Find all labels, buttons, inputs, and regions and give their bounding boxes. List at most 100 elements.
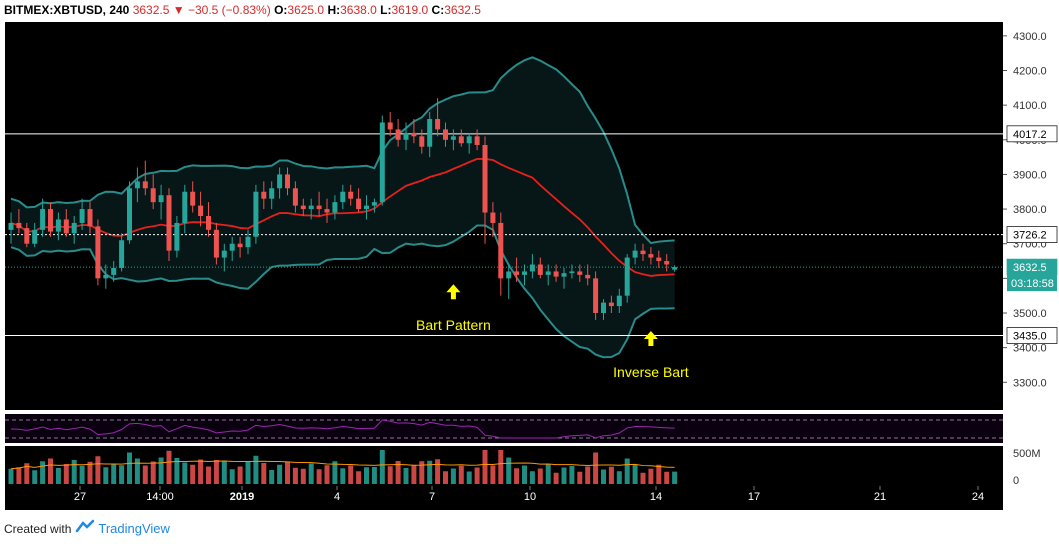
rsi-pane: [5, 414, 1003, 443]
volume-bar: [632, 464, 638, 484]
x-tick-label: 7: [429, 491, 435, 503]
volume-bar: [182, 462, 188, 484]
volume-bar: [427, 460, 433, 484]
volume-ma: [10, 460, 675, 470]
candle-body: [458, 136, 464, 144]
volume-bar: [71, 460, 77, 484]
candle-body: [537, 264, 543, 275]
candle-body: [435, 119, 441, 130]
candle-body: [87, 209, 93, 227]
volume-bar: [95, 456, 101, 484]
volume-bar: [134, 458, 140, 484]
volume-bar: [601, 469, 606, 484]
candle-body: [119, 240, 125, 268]
tradingview-link[interactable]: TradingView: [98, 521, 170, 536]
volume-bar: [150, 461, 156, 484]
candle-body: [261, 191, 267, 199]
volume-bar: [403, 468, 409, 484]
candle-body: [427, 119, 433, 147]
price-label: 3726.2: [1013, 230, 1047, 242]
volume-bar: [458, 465, 464, 484]
volume-bar: [292, 467, 298, 484]
candle-body: [498, 222, 504, 279]
volume-bar: [32, 470, 38, 484]
candle-body: [8, 222, 14, 230]
volume-bar: [450, 468, 456, 484]
candle-body: [48, 209, 53, 232]
inverse-bart-arrow-icon: [643, 330, 658, 346]
candle-body: [395, 129, 401, 140]
y-tick-label: 4300.0: [1013, 31, 1047, 43]
volume-bar: [443, 471, 448, 484]
candle-body: [490, 212, 496, 223]
price-change: −30.5 (−0.83%): [187, 3, 271, 17]
volume-bar: [142, 465, 148, 484]
candle-body: [142, 181, 148, 189]
low-label: L:: [380, 3, 392, 17]
candle-body: [206, 216, 211, 230]
x-tick-label: 2019: [230, 491, 254, 503]
x-tick-label: 4: [334, 491, 340, 503]
volume-bar: [506, 457, 512, 484]
countdown-box: [1007, 275, 1057, 292]
volume-bar: [103, 467, 109, 484]
volume-bar: [324, 465, 330, 484]
candle-body: [474, 136, 480, 145]
volume-bar: [111, 464, 117, 484]
candle-body: [616, 295, 622, 307]
volume-bar: [348, 465, 354, 484]
y-tick-label: 3400.0: [1013, 343, 1047, 355]
y-tick-label: 4100.0: [1013, 100, 1047, 112]
candle-body: [158, 195, 164, 203]
candle-body: [316, 205, 322, 210]
volume-bar: [545, 464, 551, 484]
candle-body: [40, 209, 46, 230]
high-label: H:: [327, 3, 341, 17]
volume-bar: [245, 461, 251, 484]
x-tick-label: 14:00: [146, 491, 174, 503]
candle-body: [174, 222, 180, 251]
volume-bar: [364, 467, 369, 484]
volume-bar: [127, 452, 132, 484]
candle-body: [245, 236, 251, 248]
x-tick-label: 27: [74, 491, 86, 503]
price-label: 3435.0: [1013, 331, 1047, 343]
volume-bar: [261, 463, 267, 484]
volume-bar: [616, 471, 622, 484]
candle-body: [277, 174, 283, 189]
volume-zero-label: 0: [1013, 475, 1019, 487]
volume-bar: [482, 450, 488, 484]
candle-body: [553, 271, 559, 277]
candle-body: [371, 202, 377, 206]
candle-body: [253, 191, 259, 237]
y-tick-label: 4200.0: [1013, 66, 1047, 78]
candle-body: [237, 243, 243, 248]
bart-pattern-label: Bart Pattern: [416, 317, 491, 333]
candle-body: [285, 174, 290, 189]
volume-bar: [379, 450, 385, 484]
volume-bar: [8, 468, 14, 484]
candle-body: [577, 271, 583, 275]
volume-bar: [213, 460, 219, 484]
volume-bar: [253, 455, 259, 484]
volume-bar: [308, 463, 314, 484]
candle-body: [79, 209, 85, 223]
price-label-box: [1006, 327, 1058, 344]
volume-bar: [87, 461, 93, 484]
volume-bar: [593, 452, 599, 484]
candle-body: [601, 302, 606, 313]
volume-bar: [624, 458, 630, 484]
candle-body: [529, 264, 535, 272]
candle-body: [32, 229, 38, 244]
bollinger-upper: [10, 56, 675, 245]
volume-bar: [522, 465, 527, 484]
volume-bar: [16, 467, 22, 484]
candle-body: [213, 229, 219, 258]
volume-bar: [277, 464, 283, 484]
volume-axis-label: 500M: [1013, 448, 1041, 460]
candle-body: [514, 271, 520, 275]
volume-bar: [569, 466, 575, 484]
candle-body: [24, 228, 30, 244]
candle-body: [190, 191, 196, 206]
